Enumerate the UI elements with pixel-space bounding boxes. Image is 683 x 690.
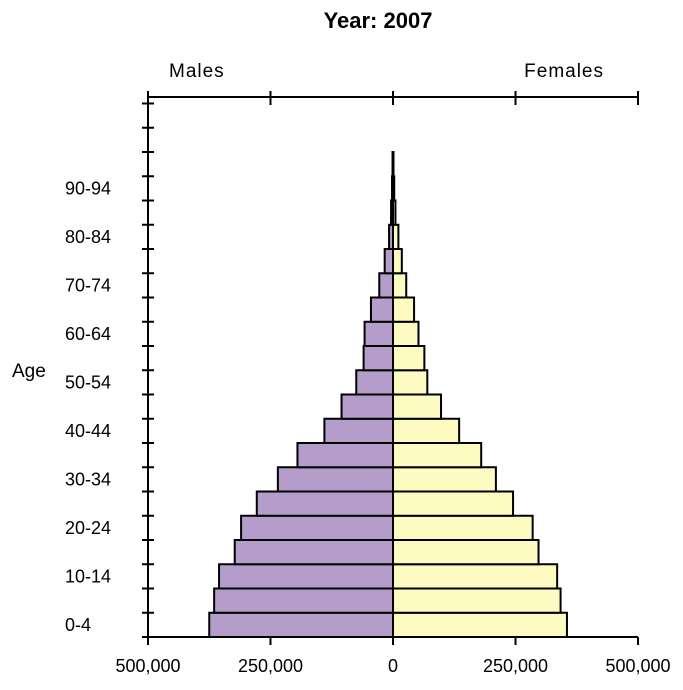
female-bar-55-59 xyxy=(392,345,426,372)
y-tick-label: 30-34 xyxy=(65,469,111,489)
female-bar-90-94 xyxy=(392,175,396,202)
male-bar-40-44 xyxy=(323,417,394,444)
y-tick-label: 60-64 xyxy=(65,324,111,344)
female-bar-35-39 xyxy=(392,442,483,469)
y-tick-label: 50-54 xyxy=(65,372,111,392)
male-bar-10-14 xyxy=(218,563,394,590)
female-bar-50-54 xyxy=(392,369,429,396)
male-bar-25-29 xyxy=(255,490,394,517)
male-bar-45-49 xyxy=(340,393,394,420)
y-tick-label: 90-94 xyxy=(65,178,111,198)
y-axis-title: Age xyxy=(12,361,46,382)
female-bar-75-79 xyxy=(392,248,403,275)
female-bar-45-49 xyxy=(392,393,443,420)
y-tick-label: 20-24 xyxy=(65,518,111,538)
chart-title: Year: 2007 xyxy=(324,8,433,33)
x-tick-label: 500,000 xyxy=(115,656,180,676)
male-bar-15-19 xyxy=(233,539,394,566)
males-label: Males xyxy=(169,61,225,82)
female-bar-25-29 xyxy=(392,490,515,517)
y-tick-label: 70-74 xyxy=(65,275,111,295)
x-tick-label: 0 xyxy=(388,656,398,676)
axes-group: 500,000 250,000 0 250,000 500,000 0-4 10-14 20-… xyxy=(65,91,671,676)
male-bar-50-54 xyxy=(355,369,394,396)
male-bar-30-34 xyxy=(276,466,395,493)
male-bar-75-79 xyxy=(383,248,395,275)
male-bar-5-9 xyxy=(213,587,394,614)
y-tick-label: 80-84 xyxy=(65,227,111,247)
females-label: Females xyxy=(524,61,604,82)
female-bar-70-74 xyxy=(392,272,408,299)
female-bar-5-9 xyxy=(392,587,562,614)
female-bar-60-64 xyxy=(392,320,420,347)
y-tick-label: 40-44 xyxy=(65,421,111,441)
female-bar-20-24 xyxy=(392,514,534,541)
x-tick-label: 500,000 xyxy=(605,656,670,676)
male-bar-65-69 xyxy=(369,296,395,323)
male-bar-55-59 xyxy=(362,345,395,372)
male-bar-35-39 xyxy=(296,442,395,469)
y-tick-label: 0-4 xyxy=(65,615,91,635)
male-bar-60-64 xyxy=(363,320,394,347)
female-bar-30-34 xyxy=(392,466,497,493)
female-bar-40-44 xyxy=(392,417,461,444)
female-bar-80-84 xyxy=(392,223,400,250)
x-tick-label: 250,000 xyxy=(238,656,303,676)
x-tick-label: 250,000 xyxy=(483,656,548,676)
female-bar-85-89 xyxy=(392,199,397,226)
male-bar-0-4 xyxy=(208,611,394,638)
female-bar-65-69 xyxy=(392,296,416,323)
female-bar-15-19 xyxy=(392,539,540,566)
bars-group xyxy=(208,151,568,638)
male-bar-20-24 xyxy=(240,514,394,541)
male-bar-70-74 xyxy=(378,272,394,299)
female-bar-0-4 xyxy=(392,611,568,638)
female-bar-10-14 xyxy=(392,563,559,590)
y-tick-label: 10-14 xyxy=(65,566,111,586)
